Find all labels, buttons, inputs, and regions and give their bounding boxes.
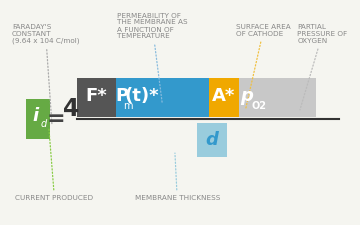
Text: d: d	[41, 119, 47, 129]
Text: p: p	[240, 87, 253, 105]
Text: F*: F*	[86, 87, 108, 105]
Text: i: i	[33, 108, 39, 126]
FancyBboxPatch shape	[239, 78, 316, 117]
FancyBboxPatch shape	[77, 78, 116, 117]
Text: (t)*: (t)*	[125, 87, 159, 105]
Text: 4: 4	[63, 97, 79, 121]
Text: A*: A*	[212, 87, 235, 105]
Text: CURRENT PRODUCED: CURRENT PRODUCED	[15, 129, 94, 201]
Text: MEMBRANE THICKNESS: MEMBRANE THICKNESS	[135, 153, 220, 201]
Text: m: m	[123, 101, 132, 111]
Text: FARADAY'S
CONSTANT
(9.64 x 104 C/mol): FARADAY'S CONSTANT (9.64 x 104 C/mol)	[12, 24, 80, 125]
Text: PARTIAL
PRESSURE OF
OXYGEN: PARTIAL PRESSURE OF OXYGEN	[297, 24, 347, 110]
Text: P: P	[116, 87, 129, 105]
Text: =: =	[46, 109, 65, 129]
FancyBboxPatch shape	[197, 122, 227, 157]
FancyBboxPatch shape	[26, 99, 50, 139]
Text: d: d	[206, 131, 219, 149]
FancyBboxPatch shape	[116, 78, 209, 117]
Text: SURFACE AREA
OF CATHODE: SURFACE AREA OF CATHODE	[236, 24, 291, 110]
Text: PERMEABILITY OF
THE MEMBRANE AS
A FUNCTION OF
TEMPERATURE: PERMEABILITY OF THE MEMBRANE AS A FUNCTI…	[117, 13, 188, 103]
Text: O2: O2	[251, 101, 266, 111]
FancyBboxPatch shape	[209, 78, 239, 117]
